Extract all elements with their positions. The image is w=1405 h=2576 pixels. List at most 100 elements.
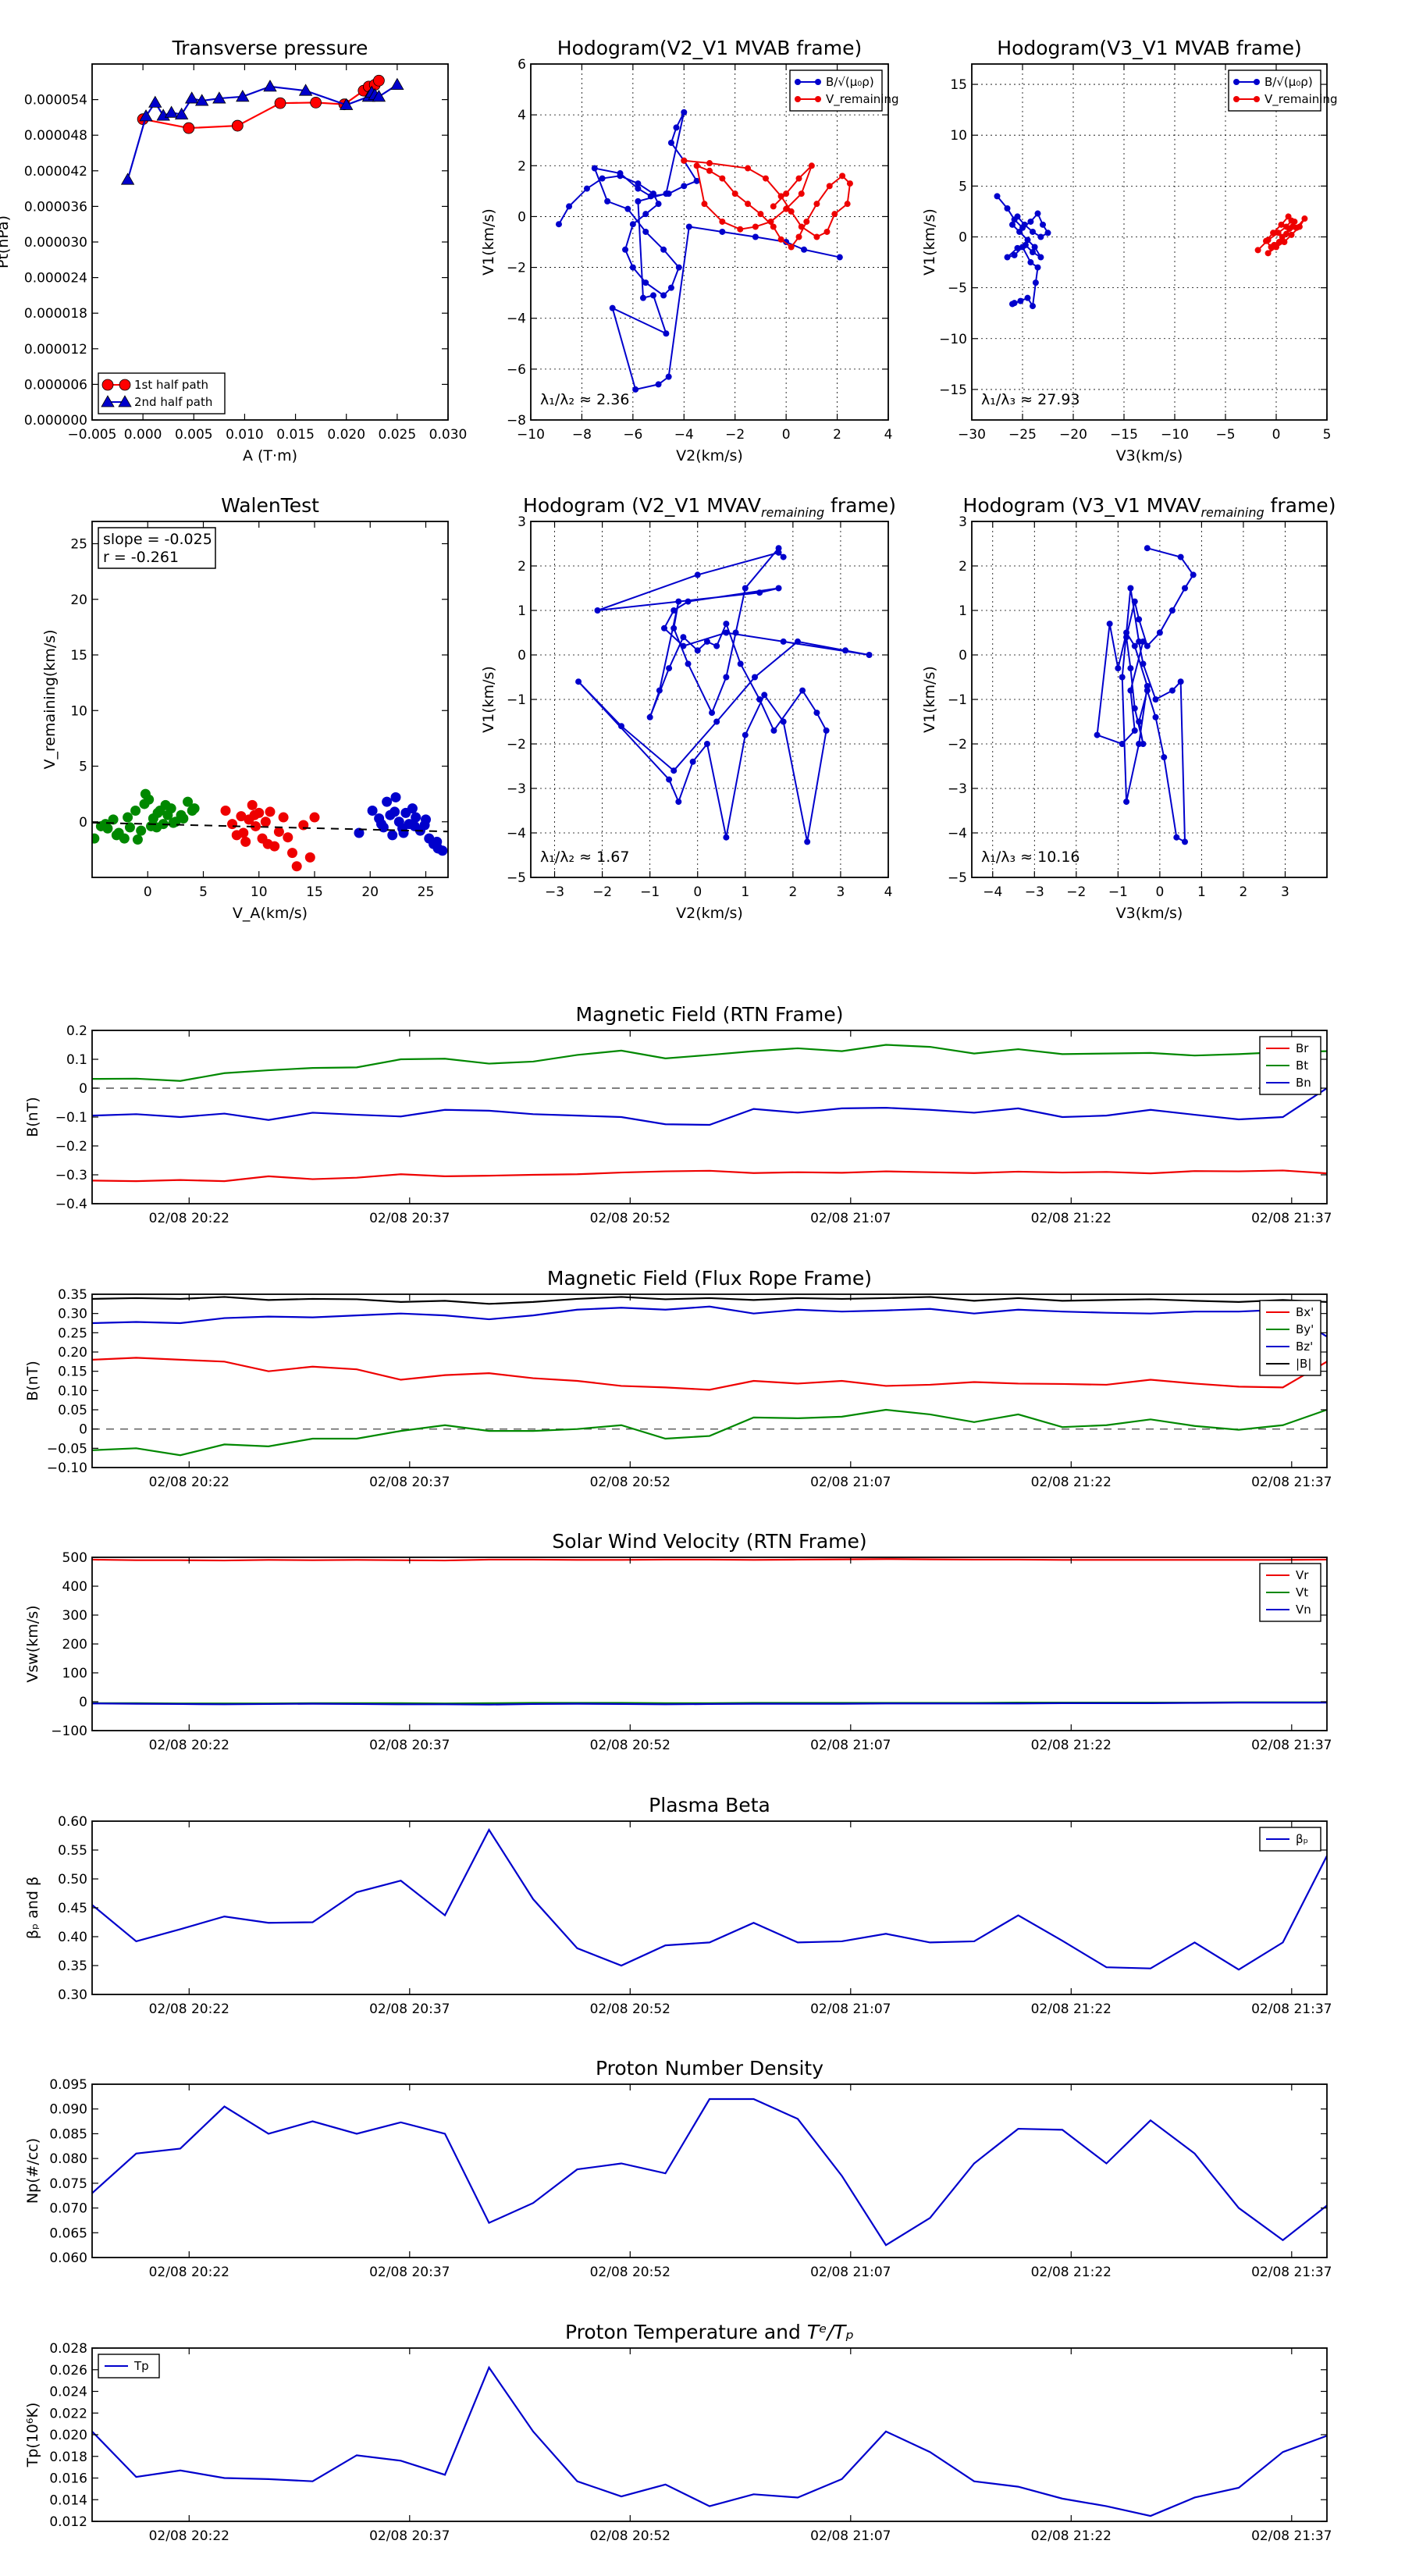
series-line-0 <box>1096 547 1194 844</box>
data-point <box>340 98 354 110</box>
legend-marker <box>795 79 801 85</box>
x-tick-label: 20 <box>361 884 379 900</box>
data-point <box>642 211 649 218</box>
data-point <box>1136 741 1143 747</box>
series-line-Bx' <box>92 1357 1327 1391</box>
y-tick-label: 0.000054 <box>24 93 87 109</box>
data-point <box>804 838 811 845</box>
series-line-Tp <box>92 2365 1327 2517</box>
data-point <box>723 834 730 841</box>
y-tick-label: 0.000024 <box>24 271 87 286</box>
y-tick-label: −3 <box>948 781 967 797</box>
chart-title: Magnetic Field (RTN Frame) <box>576 1003 844 1026</box>
x-tick-label: 0.025 <box>379 427 417 443</box>
legend-marker <box>101 395 115 407</box>
data-point <box>183 122 195 134</box>
chart-title: Hodogram(V3_V1 MVAB frame) <box>997 37 1301 59</box>
x-tick-label: −5 <box>1215 427 1235 443</box>
series-line-B/√(μ₀ρ) <box>558 112 841 391</box>
data-point <box>238 827 249 838</box>
data-point <box>195 94 209 106</box>
data-point <box>376 819 386 830</box>
legend-label: Bx' <box>1296 1305 1314 1319</box>
y-tick-label: 0.2 <box>66 1023 87 1039</box>
axes-frame <box>91 2083 1328 2258</box>
legend-label: Vn <box>1296 1603 1311 1617</box>
y-tick-label: −2 <box>507 737 526 753</box>
data-point <box>622 246 629 253</box>
x-axis-label: V3(km/s) <box>1116 447 1183 464</box>
data-point <box>1136 718 1143 725</box>
legend-label: B/√(μ₀ρ) <box>1264 75 1313 89</box>
x-tick-label: 5 <box>199 884 208 900</box>
data-point <box>762 175 769 182</box>
data-point <box>681 157 688 164</box>
chart-transverse_pressure: −0.005 0.000 0.005 0.010 0.015 0.020 0.025 0.03… <box>0 37 467 464</box>
title-subscript: remaining <box>1200 505 1264 520</box>
chart-title: Proton Temperature and Tᵉ/Tₚ <box>565 2321 854 2343</box>
y-tick-label: 0.028 <box>49 2341 87 2357</box>
data-point <box>1034 264 1041 271</box>
data-point <box>304 852 315 863</box>
legend-label: |B| <box>1296 1357 1311 1371</box>
x-tick-label: 02/08 21:37 <box>1251 1211 1332 1226</box>
data-point <box>136 825 147 836</box>
y-tick-label: 0.10 <box>58 1383 87 1399</box>
y-tick-label: −1 <box>507 692 526 708</box>
y-tick-label: −15 <box>939 382 967 398</box>
data-point <box>236 811 247 822</box>
data-point <box>1156 629 1163 636</box>
data-point <box>1127 665 1134 672</box>
data-point <box>1190 571 1197 578</box>
data-point <box>680 634 687 641</box>
chart-hodogram_v3v1_mvab: −30 −25 −20 −15 −10 −5 0 5 −15 −10 −5 0 5 10 15 Hodogra… <box>921 37 1338 464</box>
data-point <box>775 545 782 552</box>
data-point <box>591 165 598 172</box>
data-point <box>675 264 682 271</box>
data-point <box>1131 642 1138 649</box>
y-tick-label: 0 <box>79 1695 87 1710</box>
data-point <box>752 674 759 681</box>
data-point <box>212 91 226 104</box>
y-tick-label: 0.000012 <box>24 342 87 358</box>
y-tick-label: 0 <box>79 1422 87 1438</box>
series-line-2nd half path <box>126 84 398 180</box>
data-point <box>1144 642 1151 649</box>
chart-walen_test: 0 5 10 15 20 25 0 5 10 15 20 25 WalenTest V_A(km/s) V_… <box>41 494 449 922</box>
y-tick-label: 0.20 <box>58 1345 87 1361</box>
y-tick-label: 15 <box>950 77 967 93</box>
data-point <box>227 819 238 830</box>
x-tick-label: 0 <box>782 427 791 443</box>
legend: Bx' By' Bz' |B| <box>1259 1300 1321 1376</box>
x-tick-label: −15 <box>1110 427 1138 443</box>
axes-frame <box>91 2347 1328 2522</box>
data-point <box>555 221 562 228</box>
data-point <box>719 228 726 235</box>
data-point <box>635 185 642 192</box>
legend-label: V_remaining <box>1264 92 1338 107</box>
plot-area <box>92 2097 1327 2247</box>
data-point <box>694 647 701 654</box>
y-tick-label: 2 <box>959 559 967 575</box>
data-point <box>263 80 277 92</box>
data-point <box>723 674 730 681</box>
data-point <box>1296 223 1303 230</box>
x-tick-label: 02/08 21:07 <box>810 1738 891 1753</box>
data-point <box>1289 223 1296 230</box>
series-line-Vr <box>92 1558 1327 1562</box>
data-point <box>1034 210 1041 217</box>
y-tick-label: −0.2 <box>55 1139 87 1155</box>
x-tick-label: −1 <box>640 884 660 900</box>
plot-area <box>994 193 1308 310</box>
y-tick-label: 0.35 <box>58 1959 87 1974</box>
data-point <box>1030 303 1036 310</box>
data-point <box>826 183 833 190</box>
data-point <box>1144 545 1151 552</box>
data-point <box>265 806 276 817</box>
data-point <box>731 190 738 197</box>
x-tick-label: 02/08 20:37 <box>369 2001 450 2017</box>
fit-line <box>92 821 448 833</box>
y-tick-label: 0.000000 <box>24 413 87 429</box>
y-tick-label: 0.085 <box>49 2126 87 2142</box>
eigenvalue-ratio-annotation: λ₁/λ₂ ≈ 2.36 <box>540 391 629 408</box>
